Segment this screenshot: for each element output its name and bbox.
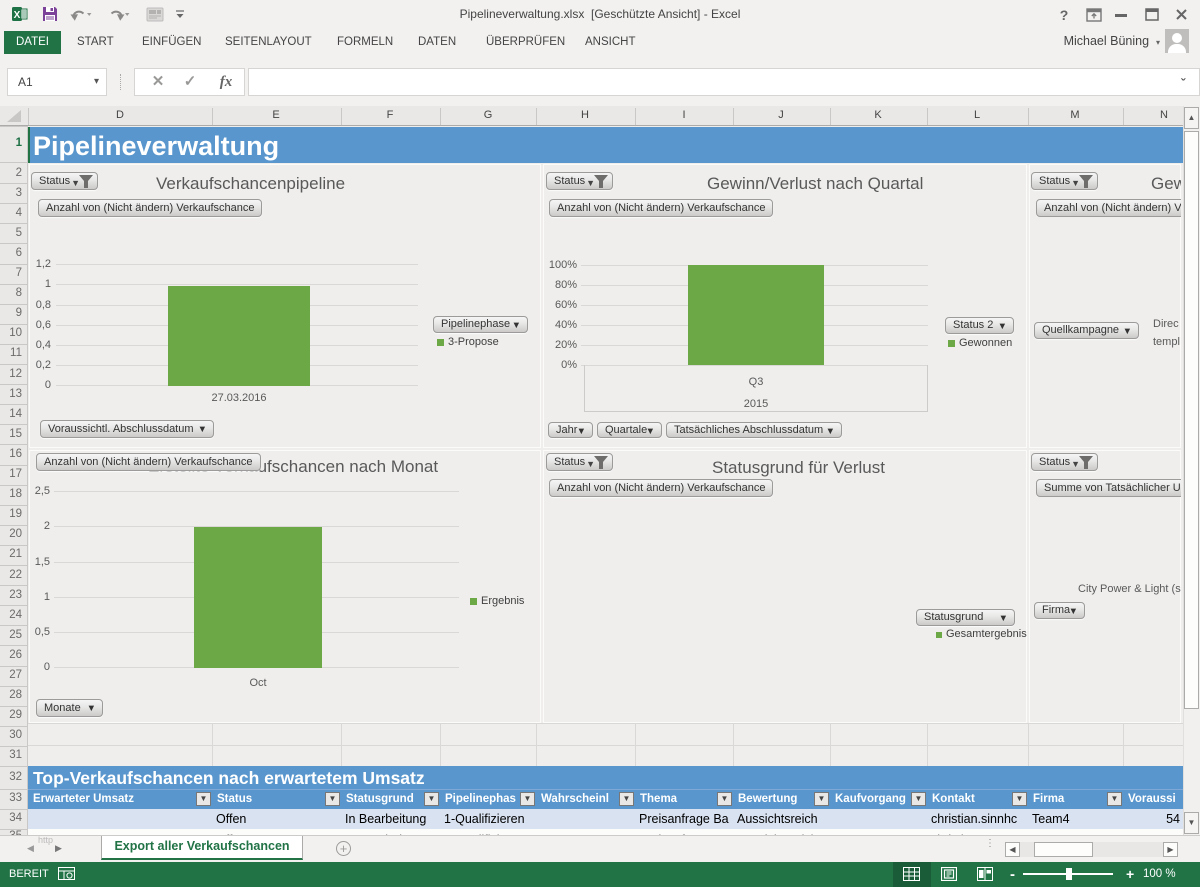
svg-text:X: X <box>14 10 21 21</box>
